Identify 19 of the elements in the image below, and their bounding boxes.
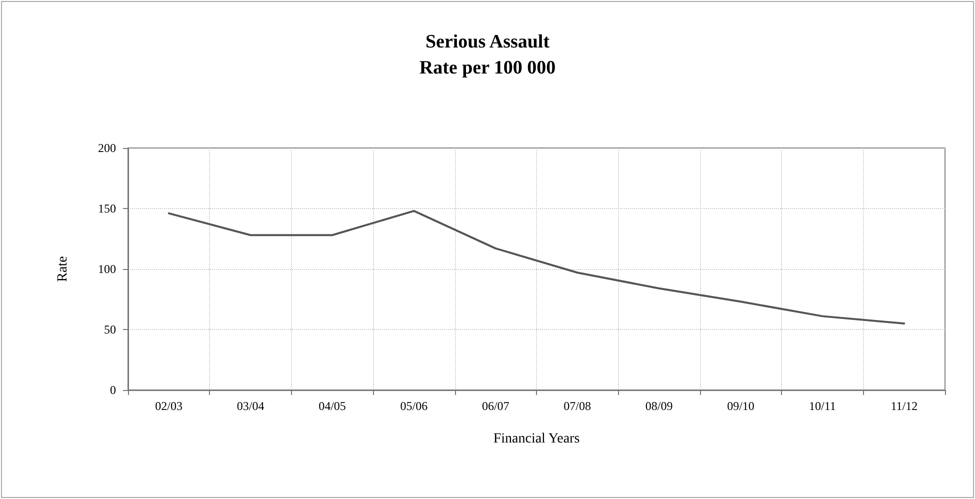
- y-axis-title: Rate: [56, 256, 70, 282]
- x-tick-label: 10/11: [809, 399, 836, 413]
- y-tick-label: 50: [104, 322, 116, 336]
- x-tick-label: 05/06: [400, 399, 428, 413]
- line-series: [168, 210, 906, 324]
- x-tick-label: 02/03: [155, 399, 183, 413]
- x-tick-label: 07/08: [564, 399, 592, 413]
- y-tick-label: 0: [110, 383, 116, 397]
- y-tick-label: 100: [98, 262, 116, 276]
- y-tick-label: 200: [98, 141, 116, 155]
- x-tick-label: 09/10: [727, 399, 754, 413]
- y-tick-label: 150: [98, 202, 116, 216]
- x-tick-label: 04/05: [318, 399, 346, 413]
- x-tick-label: 03/04: [236, 399, 264, 413]
- x-tick-label: 11/12: [890, 399, 918, 413]
- x-axis-title: Financial Years: [493, 432, 580, 446]
- x-tick-label: 08/09: [645, 399, 673, 413]
- chart-title: Serious Assault Rate per 100 000: [419, 32, 556, 78]
- x-tick-label: 06/07: [482, 399, 510, 413]
